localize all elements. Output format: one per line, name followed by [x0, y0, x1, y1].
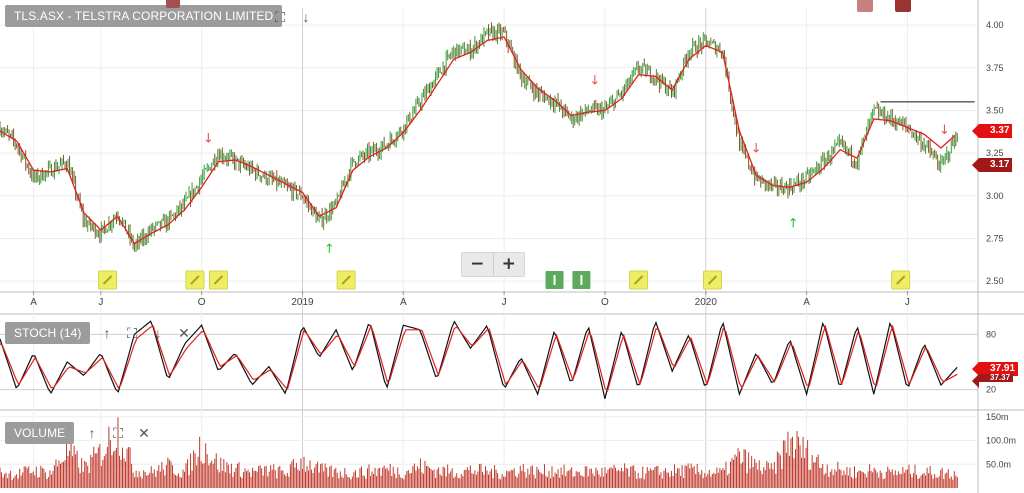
x-tick-label: O: [601, 297, 609, 308]
stoch-k-line: [0, 320, 958, 399]
price-y-tick: 4.00: [986, 20, 1004, 30]
volume-y-tick: 50.0m: [986, 459, 1011, 469]
marker-tab-icon[interactable]: [895, 0, 911, 12]
x-tick-label: A: [803, 297, 810, 308]
x-tick-label: J: [98, 297, 103, 308]
price-y-tick: 3.25: [986, 148, 1004, 158]
expand-icon[interactable]: ⛶: [275, 9, 285, 25]
prior-price-tag: 3.17: [971, 158, 1013, 172]
price-y-tick: 2.50: [986, 276, 1004, 286]
arrow-up-icon[interactable]: ↑: [103, 325, 111, 341]
stoch-y-tick: 20: [986, 385, 996, 395]
buy-arrow-icon: ↑: [788, 217, 799, 232]
pencil-icon: [190, 275, 200, 285]
sell-arrow-icon: ↓: [751, 142, 762, 157]
price-y-tick: 3.75: [986, 63, 1004, 73]
volume-panel-title: VOLUME: [5, 422, 75, 444]
zoom-out-button[interactable]: −: [470, 254, 485, 274]
sell-arrow-icon: ↓: [203, 131, 214, 146]
expand-icon[interactable]: ⛶: [127, 325, 137, 341]
arrow-down-icon[interactable]: ↓: [154, 325, 162, 341]
moving-average-line: [0, 36, 955, 245]
sell-arrow-icon: ↓: [939, 123, 950, 138]
zoom-divider: [492, 253, 494, 276]
pencil-icon: [102, 275, 113, 285]
current-price-tag: 3.37: [971, 124, 1013, 138]
pencil-icon: [707, 275, 718, 285]
price-y-tick: 3.50: [986, 105, 1004, 115]
x-tick-label: 2019: [291, 297, 314, 308]
pencil-icon: [633, 275, 644, 285]
stoch-d-line: [0, 324, 958, 392]
pencil-icon: [213, 275, 224, 285]
stoch-k-tag: 37.91: [971, 362, 1019, 376]
zoom-in-button[interactable]: +: [501, 254, 516, 274]
expand-icon[interactable]: ⛶: [113, 425, 123, 441]
close-icon[interactable]: ✕: [138, 425, 150, 441]
volume-y-tick: 100.0m: [986, 436, 1016, 446]
arrow-down-icon[interactable]: ↓: [302, 9, 310, 25]
price-y-tick: 3.00: [986, 191, 1004, 201]
buy-arrow-icon: ↑: [324, 242, 335, 257]
pencil-icon: [341, 275, 351, 285]
price-y-tick: 2.75: [986, 233, 1004, 243]
marker-tab-icon[interactable]: [857, 0, 873, 12]
x-tick-label: 2020: [695, 297, 718, 308]
arrow-up-icon[interactable]: ↑: [88, 425, 96, 441]
x-tick-label: A: [400, 297, 407, 308]
zoom-control: − +: [461, 252, 525, 277]
x-tick-label: O: [198, 297, 206, 308]
x-tick-label: J: [905, 297, 910, 308]
volume-y-tick: 150m: [986, 412, 1009, 422]
sell-arrow-icon: ↓: [589, 73, 600, 88]
x-tick-label: A: [30, 297, 37, 308]
close-icon[interactable]: ✕: [178, 325, 190, 341]
x-tick-label: J: [502, 297, 507, 308]
price-panel-title: TLS.ASX - TELSTRA CORPORATION LIMITED: [5, 5, 283, 27]
stoch-y-tick: 80: [986, 329, 996, 339]
marker-tab-icon[interactable]: [166, 0, 180, 8]
stoch-d-tag: 37.37: [971, 374, 1014, 388]
pencil-icon: [895, 275, 906, 285]
stoch-panel-title: STOCH (14): [5, 322, 91, 344]
